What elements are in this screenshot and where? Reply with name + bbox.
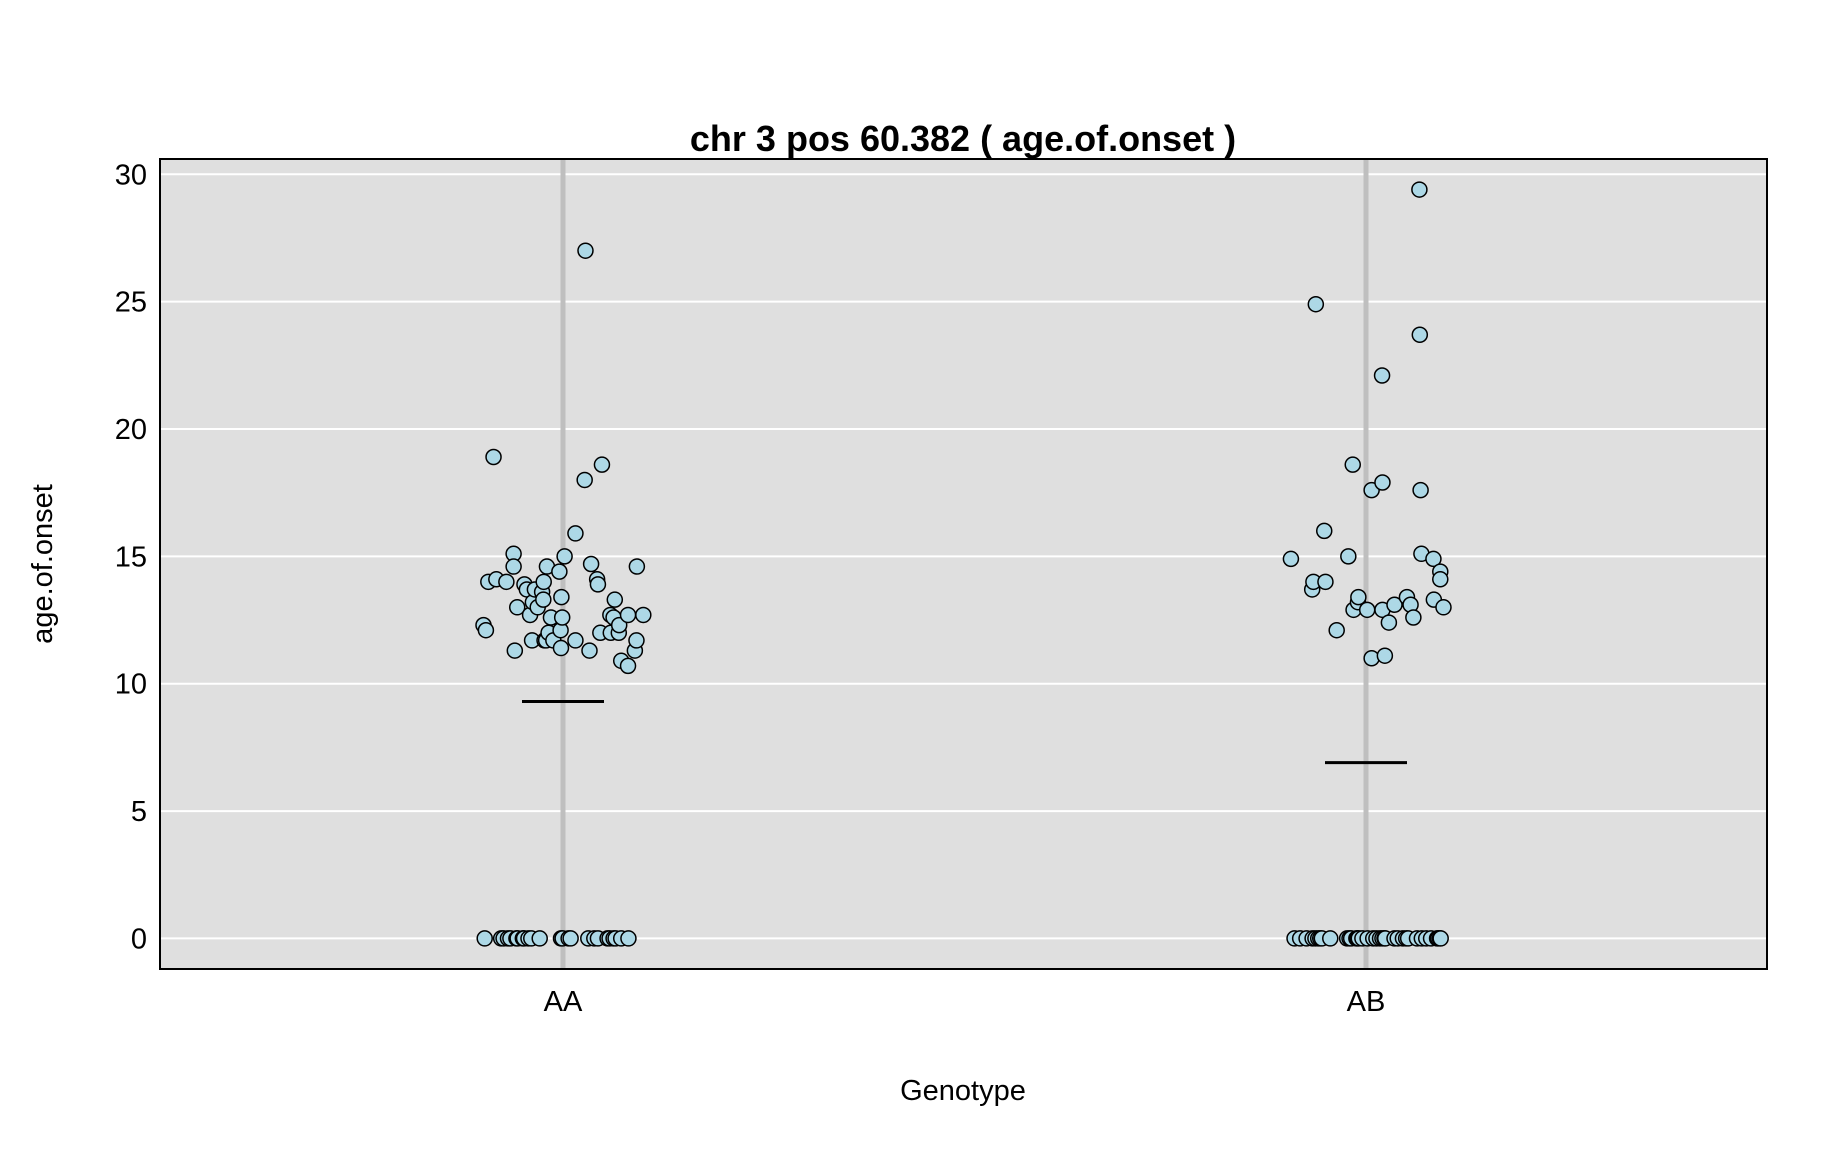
data-point-aa-54 (635, 606, 652, 624)
data-point-aa-18 (535, 591, 552, 608)
data-point-ab-5 (1317, 573, 1334, 591)
data-point-aa-1 (477, 621, 495, 639)
data-points (475, 181, 1452, 947)
data-point-aa-39 (589, 576, 607, 593)
panel-border (159, 158, 1768, 970)
data-point-aa-41 (593, 456, 611, 473)
y-axis-title: age.of.onset (27, 484, 59, 644)
data-point-aa-36 (581, 642, 598, 659)
data-point-ab-4 (1315, 522, 1333, 540)
data-point-aa-8 (506, 642, 524, 659)
y-tick-label-0: 0 (131, 923, 147, 955)
panel-background (160, 159, 1767, 969)
data-point-aa-50 (619, 657, 637, 675)
data-point-ab-31 (1432, 571, 1449, 588)
data-point-ab-16 (1374, 474, 1391, 491)
data-point-aa-30 (553, 609, 571, 626)
data-point-ab-25 (1411, 326, 1429, 344)
data-point-aa-33 (567, 632, 584, 649)
chart-title: chr 3 pos 60.382 ( age.of.onset ) (690, 118, 1236, 159)
data-point-aa-55 (476, 930, 493, 947)
data-point-aa-49 (619, 606, 637, 624)
data-point-ab-41 (1322, 930, 1339, 947)
data-point-aa-3 (485, 448, 502, 466)
data-point-aa-19 (535, 573, 552, 591)
data-point-aa-31 (556, 548, 573, 565)
data-point-aa-37 (582, 555, 600, 573)
data-point-aa-66 (531, 930, 548, 947)
data-point-aa-53 (628, 558, 646, 575)
data-point-ab-13 (1363, 649, 1380, 667)
data-point-ab-12 (1358, 601, 1376, 619)
data-point-ab-3 (1307, 295, 1325, 313)
data-point-ab-26 (1412, 481, 1429, 499)
data-point-ab-8 (1344, 456, 1362, 473)
y-tick-label-5: 5 (131, 796, 147, 828)
data-point-ab-18 (1376, 647, 1394, 664)
x-axis-title: Genotype (900, 1075, 1026, 1107)
mean-markers (522, 700, 1407, 765)
data-point-aa-7 (505, 558, 522, 575)
data-point-aa-35 (576, 471, 593, 489)
data-point-aa-45 (606, 591, 624, 608)
data-point-aa-29 (553, 588, 570, 606)
x-tick-labels: AA AB (544, 986, 1386, 1018)
data-point-ab-7 (1340, 548, 1357, 565)
data-point-ab-68 (1432, 930, 1449, 947)
data-point-aa-5 (498, 573, 515, 591)
y-tick-label-30: 30 (115, 159, 147, 191)
data-point-aa-32 (567, 525, 584, 542)
data-point-ab-23 (1405, 609, 1422, 626)
data-point-ab-20 (1386, 596, 1403, 614)
x-tick-label-aa: AA (544, 986, 583, 1018)
data-point-ab-19 (1380, 614, 1398, 631)
y-tick-label-10: 10 (115, 669, 147, 701)
data-point-ab-28 (1425, 550, 1442, 568)
data-point-aa-9 (508, 599, 526, 616)
y-tick-label-20: 20 (115, 414, 147, 446)
y-tick-label-25: 25 (115, 287, 147, 319)
y-tick-label-15: 15 (115, 541, 147, 573)
data-point-aa-70 (562, 930, 579, 947)
data-point-ab-6 (1328, 621, 1345, 639)
data-point-ab-24 (1411, 181, 1428, 198)
data-point-ab-0 (1282, 550, 1300, 568)
data-point-aa-52 (628, 632, 645, 649)
data-point-aa-79 (620, 930, 637, 947)
y-tick-labels: 0 5 10 15 20 25 30 (115, 159, 147, 955)
data-point-aa-34 (577, 242, 594, 259)
data-point-aa-26 (551, 563, 568, 580)
x-tick-label-ab: AB (1347, 986, 1386, 1018)
data-point-ab-32 (1435, 599, 1452, 616)
data-point-aa-28 (552, 639, 570, 657)
grid-lines (160, 173, 1767, 940)
data-point-ab-11 (1350, 588, 1367, 606)
data-point-ab-15 (1373, 367, 1391, 384)
